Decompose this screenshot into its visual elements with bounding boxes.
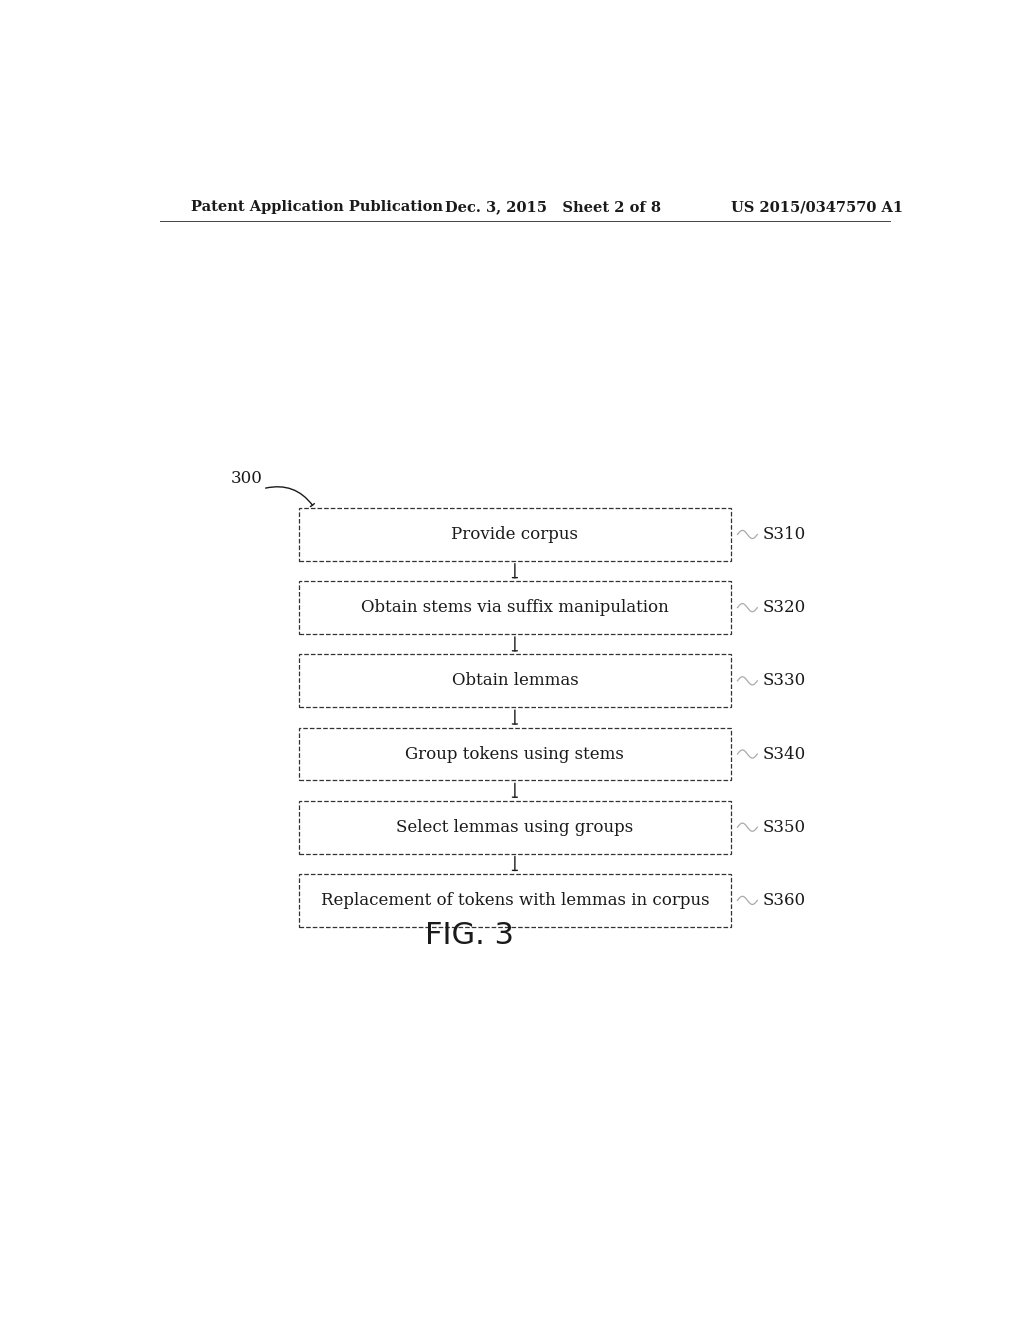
Text: Dec. 3, 2015   Sheet 2 of 8: Dec. 3, 2015 Sheet 2 of 8 (445, 201, 662, 214)
Text: S360: S360 (763, 892, 806, 909)
Text: S320: S320 (763, 599, 806, 616)
Text: Provide corpus: Provide corpus (452, 525, 579, 543)
Text: Patent Application Publication: Patent Application Publication (191, 201, 443, 214)
FancyBboxPatch shape (299, 655, 731, 708)
FancyBboxPatch shape (299, 874, 731, 927)
Text: S310: S310 (763, 525, 806, 543)
FancyBboxPatch shape (299, 581, 731, 634)
Text: S350: S350 (763, 818, 806, 836)
Text: Select lemmas using groups: Select lemmas using groups (396, 818, 634, 836)
Text: 300: 300 (231, 470, 263, 487)
FancyBboxPatch shape (299, 727, 731, 780)
Text: S330: S330 (763, 672, 806, 689)
Text: Group tokens using stems: Group tokens using stems (406, 746, 625, 763)
FancyBboxPatch shape (299, 801, 731, 854)
Text: Obtain lemmas: Obtain lemmas (452, 672, 579, 689)
Text: Obtain stems via suffix manipulation: Obtain stems via suffix manipulation (361, 599, 669, 616)
Text: Replacement of tokens with lemmas in corpus: Replacement of tokens with lemmas in cor… (321, 892, 710, 909)
Text: FIG. 3: FIG. 3 (425, 921, 514, 950)
Text: US 2015/0347570 A1: US 2015/0347570 A1 (731, 201, 903, 214)
Text: S340: S340 (763, 746, 806, 763)
FancyBboxPatch shape (299, 508, 731, 561)
